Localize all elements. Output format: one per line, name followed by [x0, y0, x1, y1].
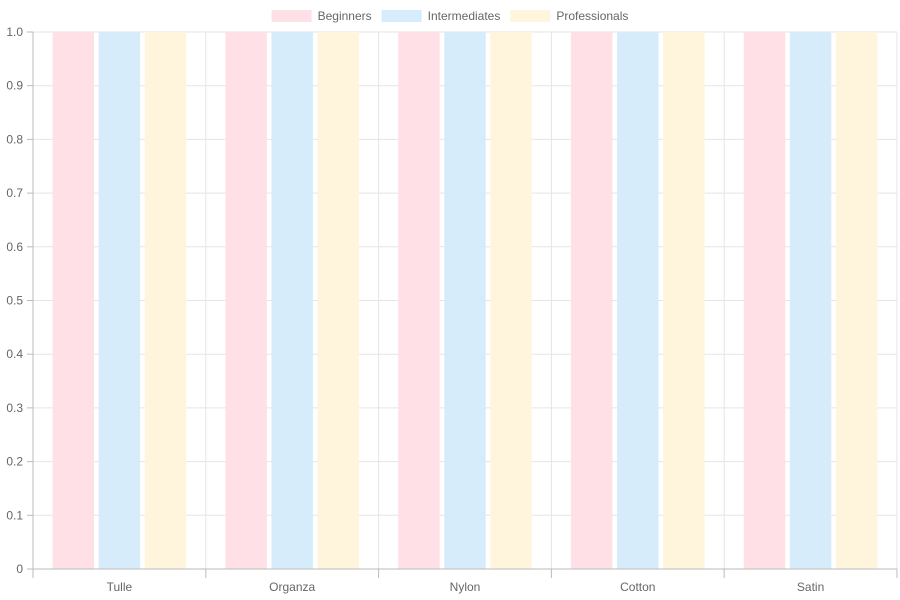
bar-beginners-nylon[interactable] — [398, 32, 440, 569]
bar-beginners-tulle[interactable] — [52, 32, 95, 569]
y-tick-label: 0.3 — [6, 401, 23, 415]
y-tick-label: 0.7 — [6, 186, 23, 200]
y-tick-label: 0.4 — [6, 347, 23, 361]
bar-intermediates-tulle[interactable] — [98, 32, 141, 569]
legend-item-beginners[interactable]: Beginners — [271, 9, 372, 23]
bar-professionals-satin[interactable] — [835, 32, 878, 569]
x-tick-label: Nylon — [450, 580, 481, 594]
bar-beginners-organza[interactable] — [225, 32, 267, 569]
legend[interactable]: Beginners Intermediates Professionals — [271, 9, 629, 23]
legend-swatch — [510, 10, 551, 22]
x-tick-label: Satin — [797, 580, 824, 594]
bar-intermediates-cotton[interactable] — [617, 32, 659, 569]
legend-swatch — [271, 10, 312, 22]
bar-professionals-tulle[interactable] — [144, 32, 187, 569]
bar-intermediates-satin[interactable] — [789, 32, 832, 569]
bar-professionals-organza[interactable] — [317, 32, 360, 569]
y-tick-label: 0.8 — [6, 132, 23, 146]
bar-professionals-cotton[interactable] — [663, 32, 705, 569]
y-tick-label: 0 — [16, 562, 23, 576]
y-tick-label: 0.9 — [6, 79, 23, 93]
x-tick-label: Organza — [269, 580, 315, 594]
legend-label: Beginners — [318, 9, 372, 23]
y-tick-label: 0.6 — [6, 240, 23, 254]
bar-intermediates-organza[interactable] — [271, 32, 313, 569]
x-tick-label: Tulle — [107, 580, 133, 594]
bar-professionals-nylon[interactable] — [490, 32, 532, 569]
axis-layer: 0 0.1 0.2 0.3 0.4 0.5 0.6 0.7 0.8 0.9 1.0 Tulle Orga… — [6, 25, 898, 594]
legend-label: Professionals — [556, 9, 628, 23]
bar-intermediates-nylon[interactable] — [444, 32, 486, 569]
bar-beginners-cotton[interactable] — [570, 32, 613, 569]
y-tick-label: 1.0 — [6, 25, 23, 39]
legend-swatch — [381, 10, 422, 22]
legend-label: Intermediates — [428, 9, 501, 23]
legend-item-professionals[interactable]: Professionals — [510, 9, 628, 23]
y-tick-label: 0.2 — [6, 455, 23, 469]
legend-item-intermediates[interactable]: Intermediates — [381, 9, 501, 23]
x-tick-label: Cotton — [620, 580, 655, 594]
y-tick-label: 0.1 — [6, 508, 23, 522]
bars-layer — [52, 32, 878, 569]
bar-beginners-satin[interactable] — [743, 32, 786, 569]
y-tick-label: 0.5 — [6, 294, 23, 308]
